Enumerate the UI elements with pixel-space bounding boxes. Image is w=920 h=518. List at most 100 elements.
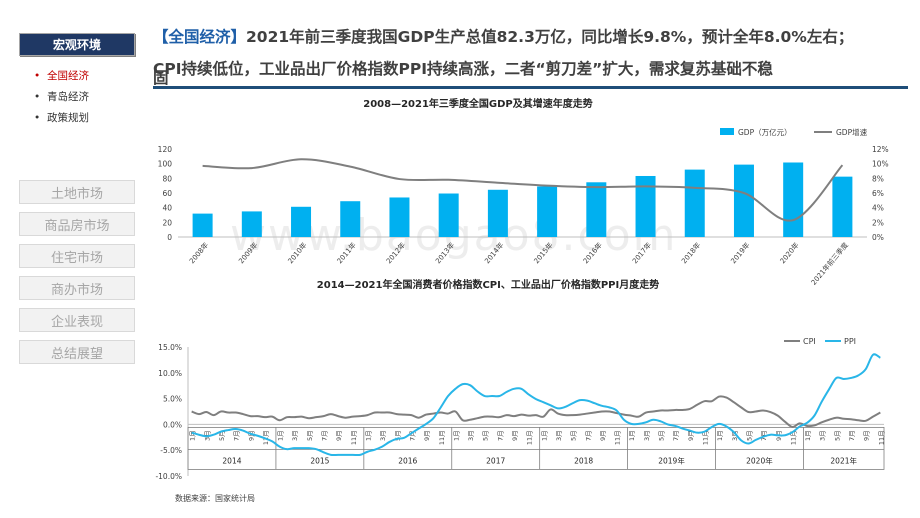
y-tick-label: -5.0% [160, 446, 182, 455]
month-tick-label: 1月 [540, 430, 548, 441]
y-left-tick-label: 20 [162, 218, 172, 227]
month-tick-label: 1月 [452, 430, 460, 441]
y-left-tick-label: 40 [162, 204, 172, 213]
y-left-tick-label: 0 [167, 233, 172, 242]
cpi-line [191, 395, 881, 428]
month-tick-label: 7月 [496, 430, 504, 441]
month-tick-label: 7月 [584, 430, 592, 441]
ppi-line [191, 353, 881, 457]
sidebar-sub-list: 全国经济 青岛经济 政策规划 [34, 68, 89, 131]
month-tick-label: 1月 [189, 430, 197, 441]
month-tick-label: 3月 [291, 430, 299, 441]
gdp-bar [537, 186, 558, 237]
gdp-growth-line [202, 158, 844, 222]
month-tick-label: 9月 [335, 430, 343, 441]
y-tick-label: 10.0% [158, 369, 182, 378]
y-right-tick-label: 8% [872, 174, 884, 183]
month-tick-label: 3月 [467, 430, 475, 441]
month-tick-label: 7月 [408, 430, 416, 441]
month-tick-label: 7月 [233, 430, 241, 441]
source-note: 数据来源：国家统计局 [175, 493, 255, 503]
gdp-bar [291, 206, 312, 237]
headline-text-1: 2021年前三季度我国GDP生产总值82.3万亿，同比增长9.8%，预计全年8.… [246, 28, 854, 46]
month-tick-label: 9月 [511, 430, 519, 441]
legend-label-gdp: GDP（万亿元） [738, 127, 792, 137]
legend-swatch-gdp [720, 128, 734, 135]
headline-line-3: 固 [153, 69, 169, 87]
legend-label-growth: GDP增速 [836, 127, 868, 137]
nav-land-market[interactable]: 土地市场 [19, 180, 135, 204]
headline-tag: 【全国经济】 [153, 28, 247, 46]
nav-enterprise-performance[interactable]: 企业表现 [19, 308, 135, 332]
month-tick-label: 1月 [277, 430, 285, 441]
y-tick-label: 0.0% [163, 420, 182, 429]
gdp-bar [241, 211, 262, 237]
x-tick-label: 2011年 [335, 241, 358, 266]
headline-line-1: 【全国经济】2021年前三季度我国GDP生产总值82.3万亿，同比增长9.8%，… [153, 22, 918, 54]
cpi-ppi-chart: 2014—2021年全国消费者价格指数CPI、工业品出厂价格指数PPI月度走势 -… [155, 278, 885, 481]
month-tick-label: 5月 [482, 430, 490, 441]
y-left-tick-label: 80 [162, 174, 172, 183]
x-tick-label: 2014年 [483, 241, 506, 266]
gdp-bar [586, 182, 607, 237]
gdp-bar [438, 193, 459, 237]
y-left-tick-label: 100 [158, 160, 173, 169]
gdp-bar [487, 189, 508, 237]
year-label: 2018 [574, 456, 593, 465]
sidebar-subitem-national-economy[interactable]: 全国经济 [34, 68, 89, 89]
gdp-bar [192, 213, 213, 237]
month-tick-label: 11月 [526, 430, 534, 445]
month-tick-label: 3月 [379, 430, 387, 441]
x-tick-label: 2019年 [729, 241, 752, 266]
month-tick-label: 9月 [863, 430, 871, 441]
y-tick-label: -10.0% [155, 472, 182, 481]
y-left-tick-label: 60 [162, 189, 172, 198]
month-tick-label: 3月 [555, 430, 563, 441]
y-right-tick-label: 12% [872, 145, 889, 154]
month-tick-label: 7月 [848, 430, 856, 441]
sidebar-subitem-policy-planning[interactable]: 政策规划 [34, 110, 89, 131]
x-tick-label: 2010年 [286, 241, 309, 266]
legend-label-cpi: CPI [803, 337, 816, 346]
x-tick-label: 2009年 [236, 241, 259, 266]
year-label: 2015 [310, 456, 329, 465]
year-label: 2014 [222, 456, 241, 465]
sidebar-active-section[interactable]: 宏观环境 [19, 33, 135, 56]
x-tick-label: 2021年前三季度 [809, 241, 850, 287]
nav-residential-market[interactable]: 住宅市场 [19, 244, 135, 268]
month-tick-label: 9月 [687, 430, 695, 441]
gdp-bar [783, 162, 804, 237]
year-label: 2021年 [830, 455, 857, 465]
month-tick-label: 5月 [833, 430, 841, 441]
month-tick-label: 5月 [306, 430, 314, 441]
nav-commercial-office-market[interactable]: 商办市场 [19, 276, 135, 300]
y-left-tick-label: 120 [158, 145, 173, 154]
sidebar: 宏观环境 全国经济 青岛经济 政策规划 土地市场 商品房市场 住宅市场 商办市场… [0, 0, 148, 518]
nav-summary-outlook[interactable]: 总结展望 [19, 340, 135, 364]
x-tick-label: 2013年 [433, 241, 456, 266]
month-tick-label: 3月 [731, 430, 739, 441]
month-tick-label: 11月 [350, 430, 358, 445]
y-tick-label: 15.0% [158, 343, 182, 352]
legend-label-ppi: PPI [844, 337, 856, 346]
month-tick-label: 11月 [438, 430, 446, 445]
y-right-tick-label: 2% [872, 218, 884, 227]
category-axis-box [187, 426, 885, 470]
x-tick-label: 2017年 [630, 241, 653, 266]
nav-commodity-housing-market[interactable]: 商品房市场 [19, 212, 135, 236]
gdp-chart-title: 2008—2021年三季度全国GDP及其增速年度走势 [363, 97, 593, 110]
month-tick-label: 5月 [570, 430, 578, 441]
month-tick-label: 9月 [247, 430, 255, 441]
month-tick-label: 5月 [658, 430, 666, 441]
x-tick-label: 2016年 [581, 241, 604, 266]
month-tick-label: 5月 [218, 430, 226, 441]
sidebar-subitem-qingdao-economy[interactable]: 青岛经济 [34, 89, 89, 110]
gdp-bar [635, 175, 656, 237]
month-tick-label: 3月 [643, 430, 651, 441]
month-tick-label: 11月 [614, 430, 622, 445]
y-right-tick-label: 10% [872, 160, 889, 169]
x-tick-label: 2015年 [532, 241, 555, 266]
gdp-bar [389, 197, 410, 237]
gdp-bar [684, 169, 705, 237]
